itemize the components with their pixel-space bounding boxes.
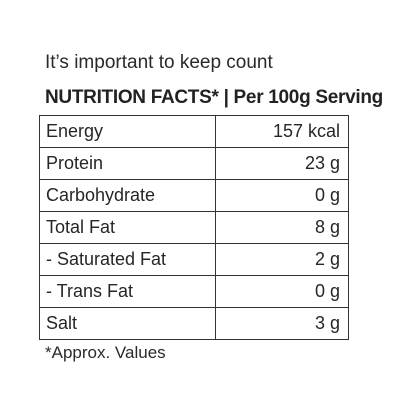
nutrient-value: 0 g	[314, 185, 340, 205]
table-row-carbohydrate: Carbohydrate 0 g	[40, 180, 348, 212]
nutrient-name: - Saturated Fat	[40, 244, 216, 275]
nutrient-name: Energy	[40, 116, 216, 147]
table-row-total-fat: Total Fat 8 g	[40, 212, 348, 244]
table-row-protein: Protein 23 g	[40, 148, 348, 180]
nutrient-value: 8 g	[314, 217, 340, 237]
table-row-trans-fat: - Trans Fat 0 g	[40, 276, 348, 308]
nutrient-name: Total Fat	[40, 212, 216, 243]
nutrient-name: Protein	[40, 148, 216, 179]
nutrition-heading: NUTRITION FACTS* | Per 100g Serving	[45, 87, 383, 108]
nutrient-value: 3 g	[314, 313, 340, 333]
nutrient-value: 0 g	[314, 281, 340, 301]
table-row-energy: Energy 157 kcal	[40, 116, 348, 148]
nutrient-value: 2 g	[314, 249, 340, 269]
nutrient-name: - Trans Fat	[40, 276, 216, 307]
intro-text: It’s important to keep count	[45, 52, 273, 73]
table-row-salt: Salt 3 g	[40, 308, 348, 340]
footnote: *Approx. Values	[45, 343, 166, 362]
nutrient-value: 157 kcal	[272, 121, 340, 141]
nutrient-name: Carbohydrate	[40, 180, 216, 211]
nutrition-table: Energy 157 kcal Protein 23 g Carbohydrat…	[39, 115, 349, 340]
table-row-saturated-fat: - Saturated Fat 2 g	[40, 244, 348, 276]
nutrient-name: Salt	[40, 308, 216, 339]
nutrient-value: 23 g	[304, 153, 340, 173]
